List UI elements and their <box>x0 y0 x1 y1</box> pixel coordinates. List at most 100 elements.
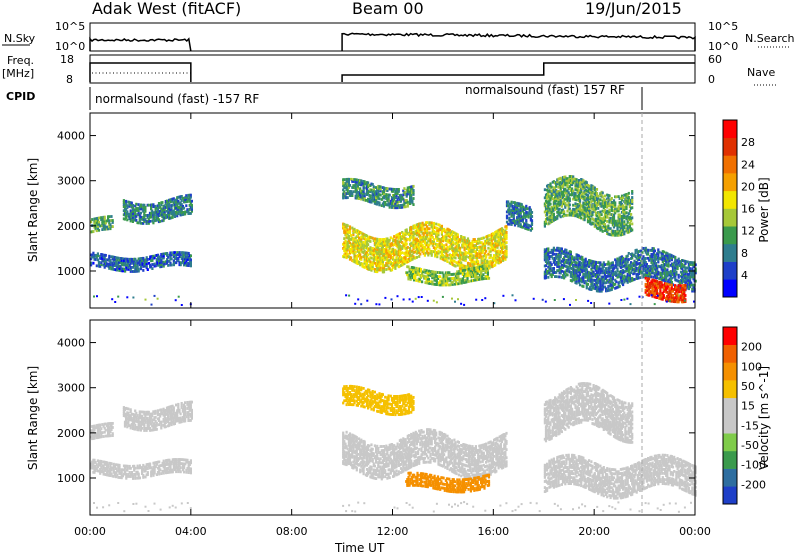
scatter-cell <box>186 196 189 199</box>
scatter-cell <box>651 253 654 256</box>
scatter-cell <box>572 270 575 273</box>
scatter-cell <box>396 243 399 247</box>
scatter-cell <box>563 264 566 268</box>
scatter-cell <box>426 275 429 279</box>
scatter-cell <box>645 248 648 252</box>
scatter-cell <box>641 257 644 261</box>
scatter-cell <box>108 267 111 270</box>
scatter-cell <box>519 206 522 210</box>
scatter-cell <box>590 284 593 287</box>
scatter-cell <box>435 275 438 278</box>
scatter-cell <box>350 177 353 181</box>
scatter-cell <box>368 237 371 241</box>
scatter-cell <box>550 220 553 223</box>
scatter-cell <box>566 213 569 217</box>
scatter-cell <box>543 188 546 192</box>
scatter-cell <box>148 219 152 223</box>
scatter-cell <box>412 255 415 259</box>
scatter-cell <box>609 204 612 208</box>
scatter-cell <box>615 231 618 235</box>
scatter-cell <box>599 202 602 206</box>
scatter-cell <box>474 270 477 274</box>
scatter-cell <box>620 275 624 279</box>
scatter-cell <box>386 241 389 245</box>
scatter-cell <box>153 217 156 221</box>
scatter-cell <box>363 235 366 239</box>
scatter-cell <box>618 229 621 233</box>
scatter-cell <box>188 254 191 257</box>
scatter-cell <box>592 197 595 201</box>
scatter-cell <box>375 198 378 202</box>
scatter-cell <box>609 266 612 269</box>
scatter-cell <box>625 197 628 200</box>
scatter-cell <box>617 233 620 237</box>
scatter-cell <box>118 258 121 262</box>
scatter-cell <box>426 231 429 235</box>
scatter-cell <box>134 263 137 267</box>
scatter-cell <box>399 239 403 243</box>
scatter-cell <box>651 269 654 273</box>
scatter-cell <box>628 271 631 275</box>
scatter-cell <box>130 217 133 221</box>
scatter-cell <box>363 243 366 247</box>
scatter-cell <box>521 225 524 229</box>
scatter-cell <box>490 239 493 242</box>
scatter-cell <box>113 256 116 259</box>
scatter-cell <box>502 251 505 254</box>
scatter-cell <box>662 250 666 254</box>
scatter-cell <box>557 185 560 189</box>
scatter-cell <box>567 259 570 263</box>
scatter-cell <box>671 273 675 276</box>
scatter-cell <box>455 245 458 248</box>
scatter-cell <box>418 251 421 254</box>
scatter-cell <box>151 259 154 262</box>
scatter-cell <box>96 258 99 262</box>
scatter-cell <box>425 279 428 283</box>
scatter-cell <box>446 231 449 235</box>
scatter-cell <box>415 247 418 251</box>
scatter-cell <box>396 202 399 205</box>
scatter-cell <box>593 283 596 286</box>
scatter-cell <box>347 177 350 181</box>
scatter-cell <box>436 233 439 236</box>
scatter-cell <box>348 231 352 235</box>
scatter-cell <box>558 251 561 254</box>
scatter-cell <box>595 277 599 281</box>
scatter-cell <box>552 261 555 264</box>
scatter-cell <box>122 259 126 263</box>
scatter-cell <box>631 190 634 193</box>
scatter-cell <box>589 277 592 281</box>
scatter-cell <box>563 256 566 260</box>
scatter-cell <box>568 264 571 268</box>
scatter-cell <box>435 281 438 284</box>
scatter-cell <box>138 205 141 209</box>
scatter-cell <box>584 267 587 271</box>
scatter-cell <box>370 182 373 186</box>
scatter-cell <box>601 230 604 233</box>
scatter-cell <box>475 260 479 264</box>
scatter-cell <box>90 261 93 265</box>
scatter-cell <box>353 184 356 188</box>
scatter-cell <box>582 258 585 262</box>
scatter-cell <box>355 196 358 200</box>
scatter-cell <box>620 231 624 234</box>
scatter-cell <box>139 267 143 271</box>
scatter-cell <box>372 249 375 253</box>
scatter-cell <box>628 275 631 279</box>
scatter-cell <box>103 215 106 219</box>
scatter-cell <box>552 258 555 262</box>
scatter-cell <box>563 276 566 280</box>
scatter-cell <box>416 271 419 274</box>
scatter-cell <box>622 226 625 230</box>
scatter-cell <box>388 246 391 250</box>
scatter-cell <box>673 269 676 273</box>
scatter-cell <box>466 241 470 245</box>
scatter-cell <box>595 214 599 218</box>
scatter-cell <box>360 189 363 193</box>
scatter-cell <box>440 232 443 236</box>
scatter-cell <box>119 265 122 268</box>
scatter-cell <box>601 279 604 283</box>
scatter-cell <box>577 268 580 272</box>
scatter-cell <box>625 279 628 283</box>
scatter-cell <box>550 191 553 195</box>
